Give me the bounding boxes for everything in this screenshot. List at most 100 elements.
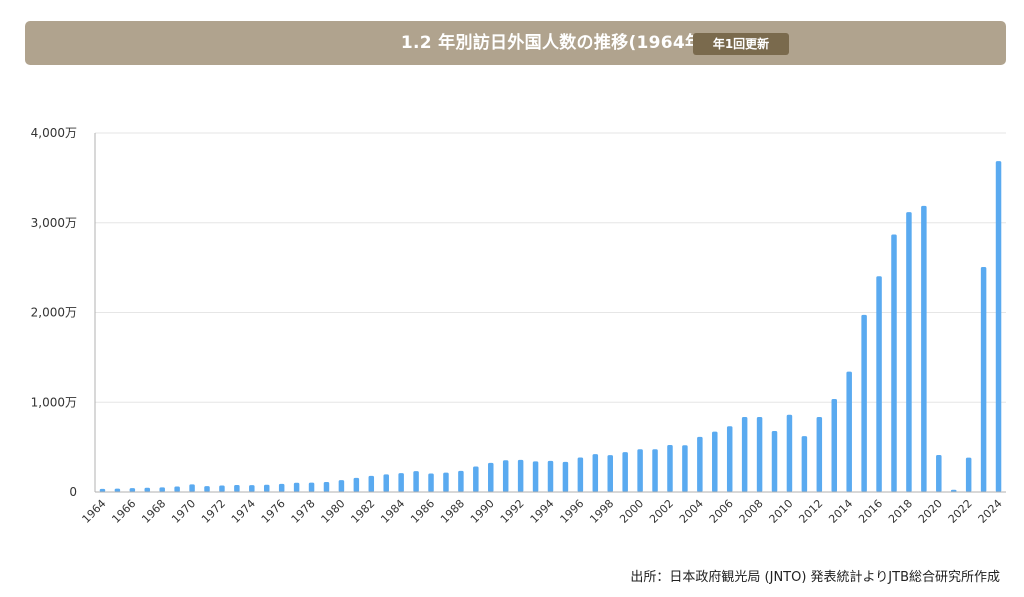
bar-2005: [712, 431, 718, 492]
x-tick-label: 1994: [528, 497, 557, 526]
x-tick-label: 1986: [408, 497, 437, 526]
x-tick-label: 1982: [348, 497, 377, 526]
bar-1988: [458, 470, 464, 492]
bar-2006: [726, 426, 733, 492]
bar-2023: [980, 266, 987, 492]
bar-2000: [637, 449, 643, 492]
bar-2019: [921, 205, 927, 492]
bar-1989: [473, 466, 479, 492]
bar-2018: [906, 212, 912, 492]
bar-1986: [428, 473, 434, 492]
bar-1970: [189, 484, 195, 492]
bar-1977: [293, 482, 300, 492]
y-tick-label: 1,000万: [31, 395, 77, 409]
bar-2003: [682, 445, 688, 492]
x-tick-label: 2004: [677, 497, 706, 526]
bars: [99, 161, 1002, 493]
bar-1966: [129, 488, 136, 492]
bar-2011: [801, 436, 808, 492]
gridlines: [95, 132, 1006, 403]
chart-title: 1.2 年別訪日外国人数の推移(1964年以降): [400, 33, 745, 53]
bar-1972: [219, 485, 225, 492]
bar-1980: [338, 480, 345, 492]
bar-1968: [159, 487, 165, 492]
x-tick-label: 2016: [856, 497, 885, 526]
bar-2014: [846, 371, 852, 492]
bar-1973: [234, 484, 240, 492]
bar-1983: [383, 474, 389, 492]
y-axis-tick-labels: 0 1,000万 2,000万 3,000万 4,000万: [31, 126, 77, 499]
x-tick-label: 1964: [80, 497, 109, 526]
x-tick-label: 1984: [378, 497, 407, 526]
bar-1964: [99, 488, 106, 492]
x-tick-label: 1988: [438, 497, 467, 526]
x-tick-label: 1968: [139, 497, 168, 526]
bar-1967: [144, 487, 151, 492]
bar-2016: [876, 276, 882, 492]
bar-2010: [786, 414, 793, 492]
bar-2022: [965, 457, 972, 492]
bar-2007: [741, 417, 748, 492]
y-tick-label: 3,000万: [31, 216, 77, 230]
bar-1992: [517, 459, 524, 492]
x-tick-label: 2010: [767, 497, 796, 526]
x-tick-label: 2006: [707, 497, 736, 526]
bar-2012: [816, 416, 823, 492]
bar-1984: [398, 473, 404, 492]
bar-1997: [592, 454, 599, 492]
bar-1976: [278, 483, 285, 492]
y-tick-label: 2,000万: [31, 306, 77, 320]
bar-1991: [502, 460, 509, 492]
bar-1990: [488, 462, 494, 492]
bar-1965: [114, 488, 121, 492]
title-bar: 1.2 年別訪日外国人数の推移(1964年以降) 年1回更新: [25, 21, 1006, 65]
x-tick-label: 2008: [737, 497, 766, 526]
bar-1969: [174, 486, 180, 492]
x-tick-label: 1996: [557, 497, 586, 526]
x-tick-label: 2022: [946, 497, 975, 526]
x-tick-label: 2018: [886, 497, 915, 526]
x-tick-label: 1978: [289, 497, 318, 526]
bar-2009: [771, 431, 778, 492]
x-tick-label: 2000: [617, 497, 646, 526]
bar-1985: [413, 471, 419, 492]
update-frequency-badge: 年1回更新: [693, 33, 789, 55]
y-tick-label: 0: [69, 485, 77, 499]
bar-2020: [936, 455, 942, 492]
x-axis-tick-labels: 1964 1966 1968 1970 1972 1974 1976 1978 1980 1982…: [80, 497, 1005, 526]
bar-2021: [950, 489, 957, 492]
x-tick-label: 1974: [229, 497, 258, 526]
bar-1982: [368, 475, 375, 492]
x-tick-label: 2024: [976, 497, 1005, 526]
bar-2015: [861, 314, 867, 492]
bar-2001: [652, 449, 658, 492]
x-tick-label: 1990: [468, 497, 497, 526]
x-tick-label: 1998: [587, 497, 616, 526]
bar-2013: [831, 399, 838, 492]
x-tick-label: 1972: [199, 497, 228, 526]
bar-2004: [697, 436, 703, 492]
x-tick-label: 1966: [109, 497, 138, 526]
x-tick-label: 1980: [319, 497, 348, 526]
bar-2017: [891, 234, 897, 492]
bar-1998: [607, 455, 613, 492]
bar-1994: [547, 460, 554, 492]
x-tick-label: 1976: [259, 497, 288, 526]
bar-1996: [577, 457, 584, 492]
y-tick-label: 4,000万: [31, 126, 77, 140]
x-tick-label: 2002: [647, 497, 676, 526]
x-tick-label: 2014: [826, 497, 855, 526]
bar-1978: [308, 482, 315, 492]
bar-1971: [204, 486, 210, 492]
x-tick-label: 2012: [796, 497, 825, 526]
bar-1995: [562, 461, 569, 492]
source-note: 出所：日本政府観光局 (JNTO) 発表統計よりJTB総合研究所作成: [630, 570, 1000, 585]
bar-2008: [756, 417, 763, 492]
bar-1987: [443, 472, 449, 492]
bar-1981: [353, 477, 360, 492]
x-tick-label: 2020: [916, 497, 945, 526]
x-tick-label: 1992: [498, 497, 527, 526]
bar-2024: [995, 161, 1002, 493]
bar-1999: [622, 452, 628, 492]
